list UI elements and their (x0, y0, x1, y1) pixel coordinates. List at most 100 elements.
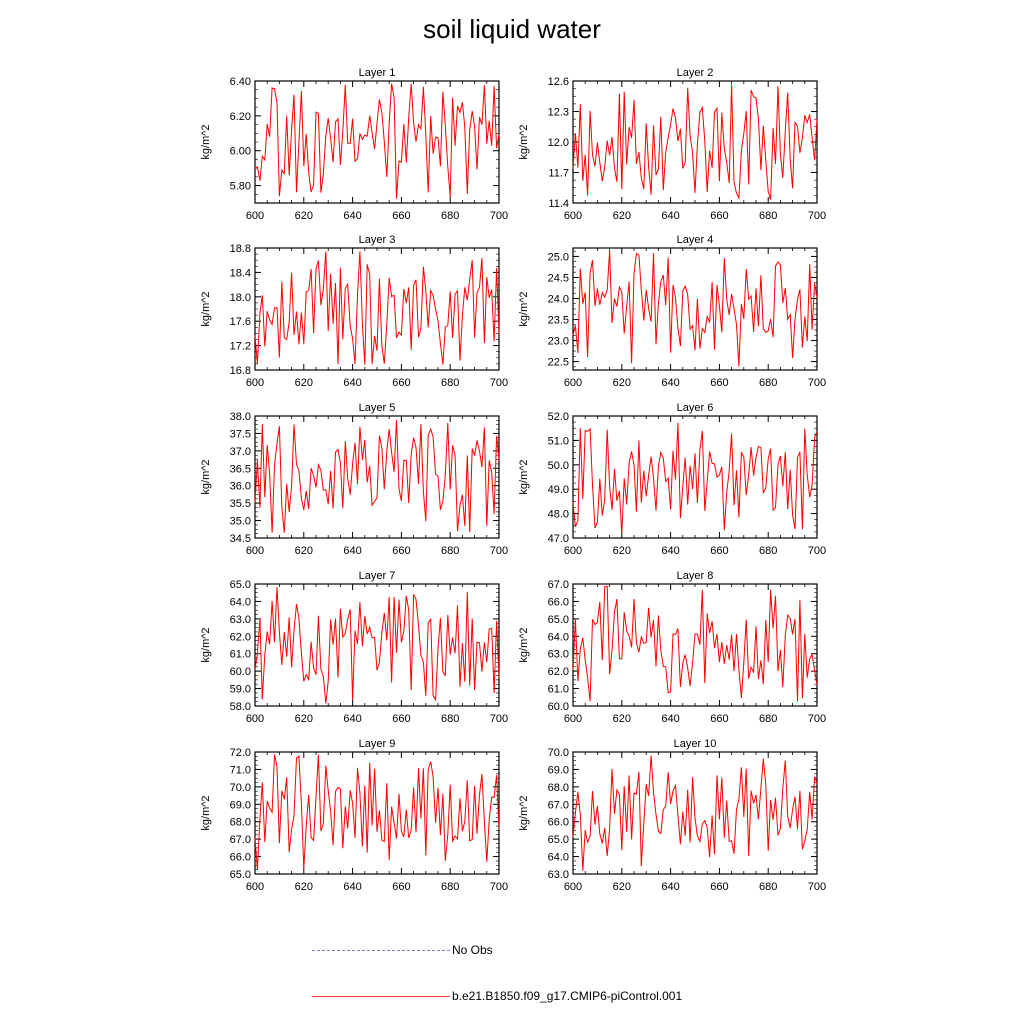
x-tick-label: 660 (710, 545, 728, 557)
y-axis-label: kg/m^2 (200, 459, 212, 494)
y-tick-label: 71.0 (230, 764, 251, 776)
panel-frame-layer-3 (254, 247, 500, 371)
y-tick-label: 12.3 (548, 107, 569, 119)
y-tick-label: 62.0 (230, 631, 251, 643)
y-tick-label: 5.80 (230, 181, 251, 193)
x-tick-label: 660 (392, 881, 410, 893)
y-tick-label: 18.0 (230, 292, 251, 304)
y-tick-label: 60.0 (230, 666, 251, 678)
x-tick-label: 640 (661, 377, 679, 389)
y-tick-label: 58.0 (230, 701, 251, 713)
y-tick-label: 23.0 (548, 336, 569, 348)
panel-title-layer-9: Layer 9 (359, 738, 396, 750)
x-tick-label: 620 (613, 377, 631, 389)
x-tick-label: 600 (564, 545, 582, 557)
y-tick-label: 17.2 (230, 341, 251, 353)
x-tick-label: 700 (808, 377, 826, 389)
panel-title-layer-2: Layer 2 (677, 67, 714, 79)
y-tick-label: 16.8 (230, 365, 251, 377)
y-tick-label: 24.0 (548, 293, 569, 305)
y-tick-label: 48.0 (548, 509, 569, 521)
series-line-layer-10 (572, 755, 818, 871)
series-line-layer-5 (254, 420, 500, 533)
series-line-layer-8 (572, 586, 818, 702)
y-tick-label: 70.0 (548, 747, 569, 759)
x-tick-label: 600 (246, 713, 264, 725)
x-tick-label: 700 (808, 545, 826, 557)
x-tick-label: 660 (710, 713, 728, 725)
y-tick-label: 62.0 (548, 666, 569, 678)
x-tick-label: 600 (246, 545, 264, 557)
x-tick-label: 620 (295, 377, 313, 389)
x-tick-label: 680 (759, 545, 777, 557)
y-axis-label: kg/m^2 (518, 291, 530, 326)
x-tick-label: 640 (661, 210, 679, 222)
y-tick-label: 67.0 (548, 579, 569, 591)
x-tick-label: 600 (246, 210, 264, 222)
x-tick-label: 620 (295, 881, 313, 893)
x-tick-label: 600 (246, 377, 264, 389)
y-tick-label: 11.7 (548, 168, 569, 180)
panel-title-layer-1: Layer 1 (359, 67, 396, 79)
x-tick-label: 680 (441, 545, 459, 557)
x-tick-label: 620 (613, 713, 631, 725)
y-tick-label: 65.0 (230, 579, 251, 591)
y-tick-label: 17.6 (230, 316, 251, 328)
y-tick-label: 66.0 (548, 596, 569, 608)
x-tick-label: 660 (392, 210, 410, 222)
y-tick-label: 34.5 (230, 533, 251, 545)
panel-title-layer-3: Layer 3 (359, 234, 396, 246)
y-tick-label: 24.5 (548, 272, 569, 284)
panel-title-layer-6: Layer 6 (677, 402, 714, 414)
panel-title-layer-5: Layer 5 (359, 402, 396, 414)
y-tick-label: 25.0 (548, 251, 569, 263)
y-tick-label: 11.4 (548, 198, 569, 210)
y-tick-label: 6.20 (230, 111, 251, 123)
x-tick-label: 660 (392, 377, 410, 389)
legend-item-model: b.e21.B1850.f09_g17.CMIP6-piControl.001 (312, 989, 682, 1003)
x-tick-label: 640 (343, 210, 361, 222)
x-tick-label: 700 (808, 713, 826, 725)
x-tick-label: 600 (564, 713, 582, 725)
y-tick-label: 61.0 (230, 649, 251, 661)
y-tick-label: 60.0 (548, 701, 569, 713)
y-tick-label: 65.0 (230, 869, 251, 881)
x-tick-label: 640 (343, 713, 361, 725)
series-line-layer-9 (254, 754, 500, 870)
series-line-layer-3 (254, 251, 500, 365)
y-tick-label: 63.0 (548, 869, 569, 881)
legend-label-no-obs: No Obs (452, 943, 493, 957)
x-tick-label: 680 (759, 210, 777, 222)
x-tick-label: 600 (564, 377, 582, 389)
y-tick-label: 12.0 (548, 137, 569, 149)
y-tick-label: 22.5 (548, 357, 569, 369)
legend-label-model: b.e21.B1850.f09_g17.CMIP6-piControl.001 (452, 989, 683, 1003)
y-tick-label: 51.0 (548, 435, 569, 447)
x-tick-label: 600 (246, 881, 264, 893)
y-tick-label: 6.40 (230, 76, 251, 88)
x-tick-label: 640 (343, 545, 361, 557)
legend-solid-line-icon (312, 995, 450, 997)
y-tick-label: 18.8 (230, 243, 251, 255)
x-tick-label: 660 (710, 210, 728, 222)
series-line-layer-2 (572, 84, 818, 200)
x-tick-label: 660 (392, 713, 410, 725)
x-tick-label: 620 (295, 713, 313, 725)
x-tick-label: 680 (441, 210, 459, 222)
x-tick-label: 640 (661, 545, 679, 557)
y-axis-label: kg/m^2 (200, 795, 212, 830)
x-tick-label: 680 (759, 377, 777, 389)
y-tick-label: 49.0 (548, 484, 569, 496)
y-tick-label: 67.0 (230, 834, 251, 846)
panel-title-layer-8: Layer 8 (677, 570, 714, 582)
y-tick-label: 36.5 (230, 463, 251, 475)
y-tick-label: 69.0 (548, 764, 569, 776)
series-line-layer-6 (572, 422, 818, 535)
y-axis-label: kg/m^2 (200, 291, 212, 326)
x-tick-label: 660 (710, 377, 728, 389)
x-tick-label: 620 (613, 545, 631, 557)
series-line-layer-4 (572, 250, 818, 367)
x-tick-label: 700 (490, 545, 508, 557)
panel-frame-layer-1 (254, 80, 500, 204)
